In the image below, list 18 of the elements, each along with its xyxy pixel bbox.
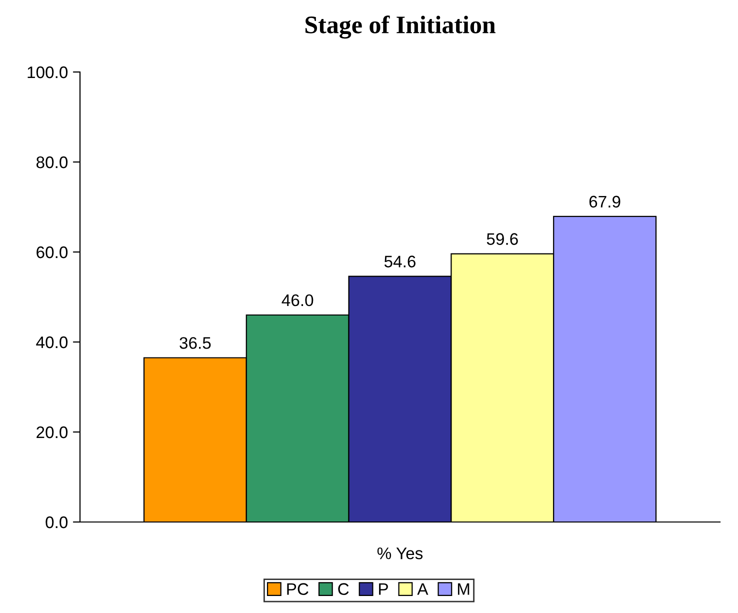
data-label: 59.6 (486, 233, 518, 245)
data-label: 54.6 (384, 256, 416, 268)
legend-label: A (417, 583, 428, 595)
data-label: 67.9 (589, 196, 620, 208)
y-tick-label: 0.0 (46, 516, 68, 528)
legend-label: P (379, 583, 388, 595)
y-tick-label: 40.0 (36, 336, 68, 348)
legend-label: C (338, 583, 349, 595)
chart-title: Stage of Initiation (306, 16, 496, 39)
y-tick-label: 100.0 (28, 66, 68, 78)
data-label: 36.5 (180, 337, 211, 349)
data-label: 46.0 (282, 294, 314, 306)
x-tick-label: % Yes (377, 548, 423, 560)
y-tick-label: 60.0 (36, 246, 68, 258)
y-tick-label: 80.0 (36, 156, 68, 168)
y-tick-label: 20.0 (36, 426, 68, 438)
legend-label: M (458, 583, 470, 595)
legend-label: PC (287, 583, 308, 595)
